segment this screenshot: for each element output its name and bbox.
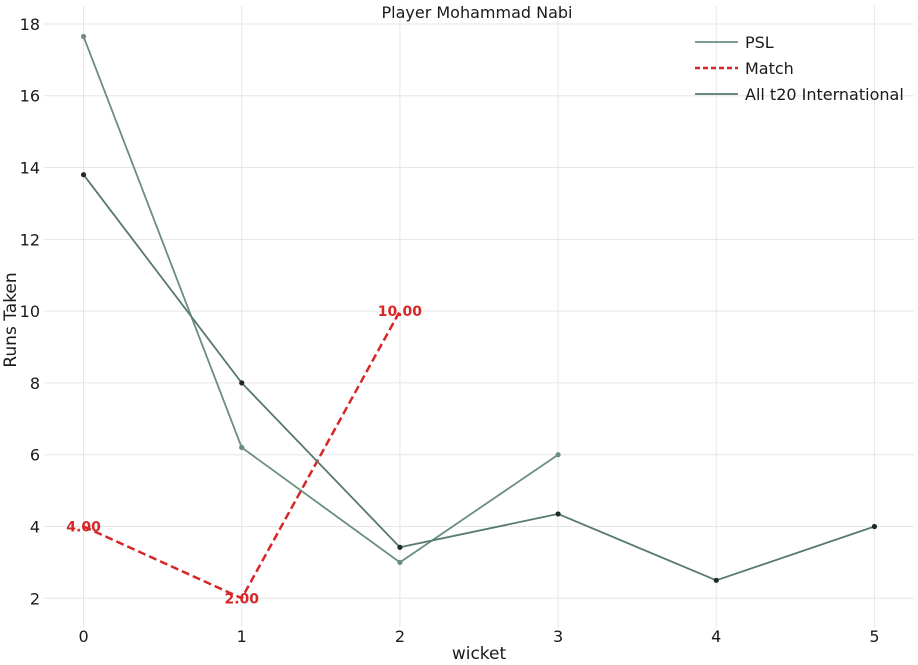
data-label: 4.00 — [66, 519, 101, 535]
data-point — [555, 452, 561, 458]
data-point — [80, 172, 87, 178]
chart-title: Player Mohammad Nabi — [381, 3, 572, 22]
y-tick-label: 2 — [30, 589, 40, 608]
series-line-1 — [83, 310, 402, 600]
data-point — [397, 544, 403, 550]
data-label: 2.00 — [224, 591, 259, 607]
x-tick-label: 3 — [553, 627, 563, 646]
y-tick-label: 10 — [20, 302, 40, 321]
legend-label: All t20 International — [745, 85, 904, 104]
data-labels: 4.00 2.00 10.00 — [66, 304, 422, 607]
data-point — [713, 577, 719, 583]
x-tick-label: 2 — [395, 627, 405, 646]
x-tick-label: 4 — [711, 627, 721, 646]
y-tick-label: 14 — [20, 159, 40, 178]
legend: PSL Match All t20 International — [695, 33, 904, 104]
data-point — [239, 380, 245, 386]
data-label: 10.00 — [378, 304, 423, 320]
data-point — [555, 511, 561, 517]
x-tick-label: 5 — [869, 627, 879, 646]
x-axis-ticks: 0 1 2 3 4 5 — [78, 627, 879, 646]
legend-label: Match — [745, 59, 794, 78]
y-tick-label: 16 — [20, 87, 40, 106]
x-axis-label: wicket — [452, 644, 507, 664]
data-point — [239, 444, 245, 451]
data-point — [397, 559, 403, 565]
y-tick-label: 8 — [30, 374, 40, 393]
x-tick-label: 1 — [237, 627, 247, 646]
data-point — [871, 523, 878, 530]
y-tick-label: 6 — [30, 446, 40, 465]
data-point — [80, 33, 87, 40]
y-tick-label: 4 — [30, 517, 40, 536]
series-layer — [80, 33, 878, 600]
y-axis-label: Runs Taken — [1, 272, 21, 367]
series-line-0 — [82, 36, 559, 564]
x-tick-label: 0 — [78, 627, 88, 646]
y-tick-label: 18 — [20, 15, 40, 34]
legend-label: PSL — [745, 33, 774, 52]
y-axis-ticks: 2 4 6 8 10 12 14 16 18 — [20, 15, 40, 608]
series-line-2 — [82, 174, 875, 582]
y-tick-label: 12 — [20, 230, 40, 249]
